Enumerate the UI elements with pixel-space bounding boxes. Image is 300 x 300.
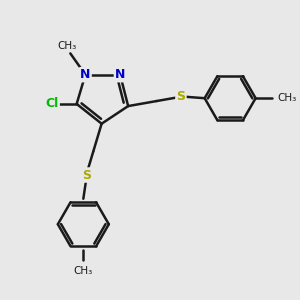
Text: CH₃: CH₃ xyxy=(58,40,77,50)
Text: N: N xyxy=(80,68,91,81)
Text: N: N xyxy=(115,68,125,81)
Text: S: S xyxy=(82,169,91,182)
Text: CH₃: CH₃ xyxy=(74,266,93,276)
Text: Cl: Cl xyxy=(45,98,59,110)
Text: CH₃: CH₃ xyxy=(278,93,297,103)
Text: S: S xyxy=(176,90,185,103)
